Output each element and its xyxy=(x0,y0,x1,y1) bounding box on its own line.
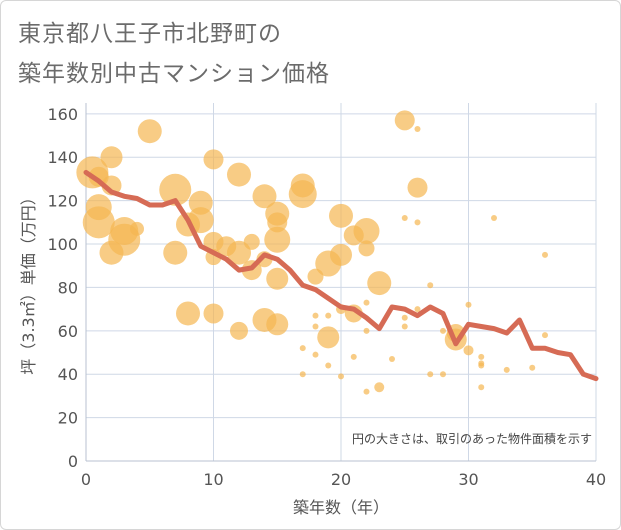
bubble-point xyxy=(414,219,421,226)
bubble-point xyxy=(363,388,370,395)
x-tick-label: 10 xyxy=(203,470,223,489)
bubble-point xyxy=(367,271,392,296)
bubble-point xyxy=(187,207,214,234)
bubble-point xyxy=(299,371,306,378)
trend-line xyxy=(83,169,599,382)
bubble-point xyxy=(414,306,421,313)
x-tick-label: 20 xyxy=(331,470,351,489)
bubble-point xyxy=(137,119,162,144)
bubble-point xyxy=(230,321,248,340)
chart-title-line-1: 東京都八王子市北野町の xyxy=(18,21,282,47)
bubble-point xyxy=(353,218,380,245)
bubble-point xyxy=(363,299,370,306)
bubble-point xyxy=(243,233,260,250)
y-tick-label: 40 xyxy=(58,365,78,384)
x-tick-label: 40 xyxy=(586,470,606,489)
bubble-point xyxy=(542,332,548,339)
y-tick-label: 80 xyxy=(58,278,78,297)
size-annotation: 円の大きさは、取引のあった物件面積を示す xyxy=(352,431,592,446)
bubble-point xyxy=(203,149,224,170)
bubble-point xyxy=(312,323,319,330)
bubble-point xyxy=(542,251,548,258)
x-axis-label: 築年数（年） xyxy=(293,498,389,517)
bubble-point xyxy=(394,110,415,131)
x-tick-label: 30 xyxy=(458,470,478,489)
bubble-point xyxy=(325,312,332,319)
y-tick-label: 20 xyxy=(58,409,78,428)
bubble-point xyxy=(267,212,288,233)
bubble-point xyxy=(401,323,408,330)
y-tick-label: 0 xyxy=(68,452,78,471)
x-tick-label: 0 xyxy=(81,470,91,489)
bubble-point xyxy=(440,371,446,378)
bubble-point xyxy=(176,301,200,326)
bubble-point xyxy=(407,177,428,198)
bubble-point xyxy=(414,126,421,133)
bubble-point xyxy=(203,303,224,324)
bubble-point xyxy=(358,240,375,257)
bubble-point xyxy=(266,267,289,290)
bubble-point xyxy=(478,384,485,391)
bubble-point xyxy=(478,353,485,360)
bubble-point xyxy=(338,373,344,380)
bubble-point xyxy=(329,203,353,228)
bubble-point xyxy=(401,314,408,321)
bubble-point xyxy=(299,345,306,352)
bubble-point xyxy=(389,356,395,363)
y-tick-label: 160 xyxy=(47,105,78,124)
bubble-point xyxy=(266,313,289,336)
bubble-point xyxy=(325,362,332,369)
bubble-point xyxy=(427,371,434,378)
bubble-point xyxy=(288,180,317,209)
bubble-point xyxy=(529,364,536,371)
bubble-point xyxy=(163,240,188,265)
bubble-point xyxy=(330,243,352,266)
y-axis-label: 坪（3.3㎡）単価（万円） xyxy=(19,189,38,374)
bubble-point xyxy=(227,240,251,265)
bubble-point xyxy=(82,206,115,239)
bubble-point xyxy=(427,282,434,289)
bubble-point xyxy=(463,345,474,356)
bubble-point xyxy=(159,173,192,206)
y-tick-label: 140 xyxy=(47,148,78,167)
bubble-point xyxy=(465,301,472,308)
chart-title-line-2: 築年数別中古マンション価格 xyxy=(18,61,330,87)
bubble-point xyxy=(100,146,123,169)
y-tick-label: 100 xyxy=(47,235,78,254)
bubble-point xyxy=(374,382,385,393)
bubble-point xyxy=(350,353,357,360)
bubble-point xyxy=(503,366,510,373)
y-tick-label: 60 xyxy=(58,322,78,341)
bubble-point xyxy=(317,326,340,349)
bubble-point xyxy=(312,312,319,319)
bubble-point xyxy=(130,221,144,236)
x-axis-ticks: 0 10 20 30 40 xyxy=(81,470,606,489)
bubble-point xyxy=(312,351,319,358)
bubble-point xyxy=(491,214,497,221)
bubble-point xyxy=(227,162,251,187)
bubble-point xyxy=(478,362,485,369)
y-tick-label: 120 xyxy=(47,192,78,211)
bubble-point xyxy=(363,327,370,334)
bubble-point xyxy=(252,184,277,209)
bubble-point xyxy=(440,327,446,334)
bubble-point xyxy=(264,226,291,253)
bubble-point xyxy=(401,214,408,221)
y-axis-ticks: 0 20 40 60 80 100 120 140 160 xyxy=(47,105,78,471)
